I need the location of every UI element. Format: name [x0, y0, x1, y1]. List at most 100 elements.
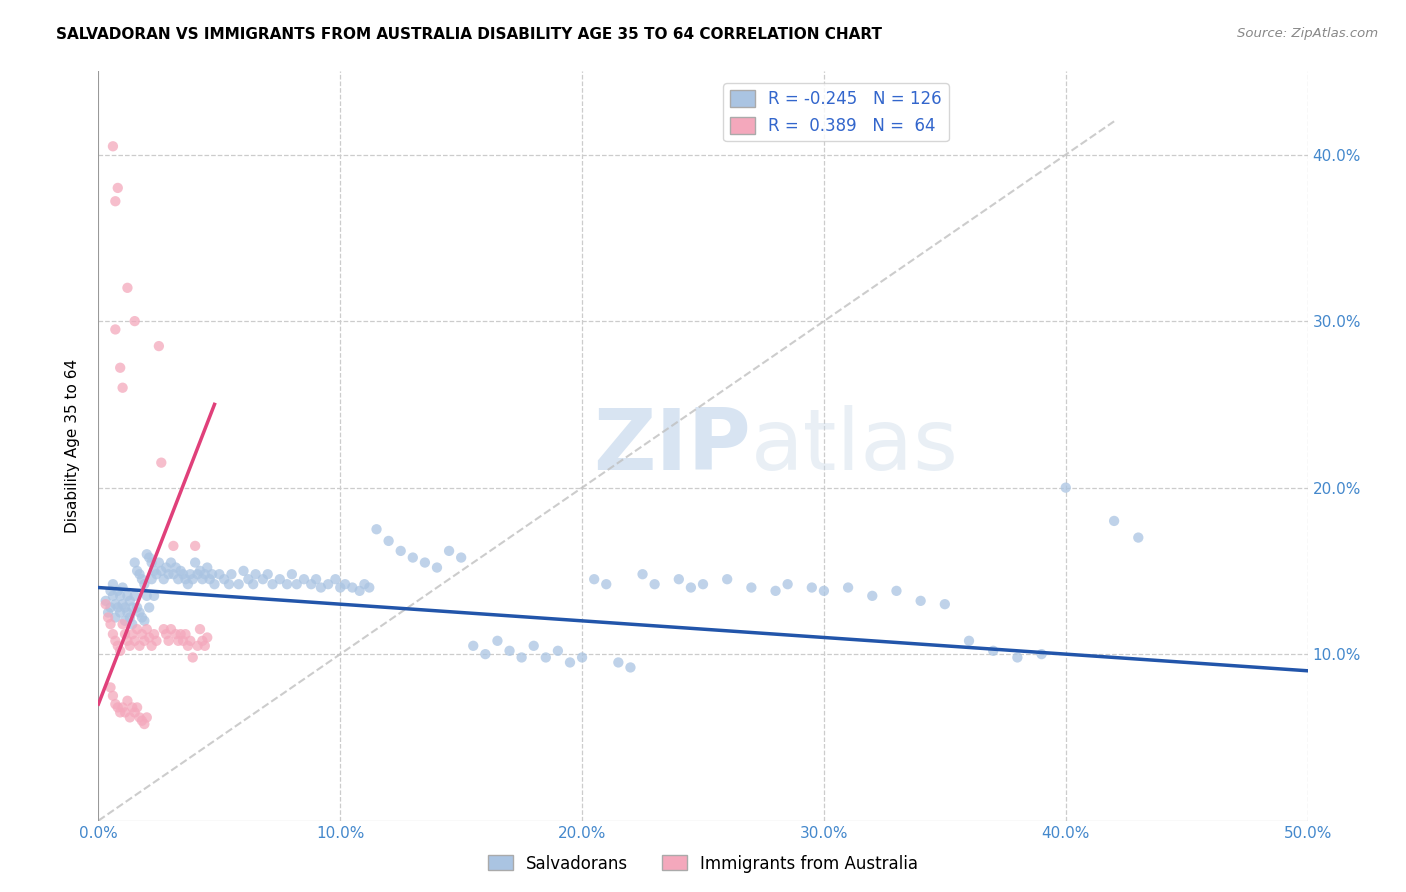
Point [426, 560, 449, 574]
Point [172, 567, 194, 582]
Point [232, 564, 254, 578]
Point [245, 567, 267, 582]
Point [595, 577, 617, 591]
Point [800, 581, 823, 595]
Point [177, 577, 200, 591]
Point [776, 577, 799, 591]
Point [242, 577, 264, 591]
Point [107, 600, 129, 615]
Point [191, 633, 214, 648]
Point [181, 650, 204, 665]
Point [169, 564, 191, 578]
Point [221, 567, 243, 582]
Point [377, 533, 399, 548]
Point [117, 633, 139, 648]
Point [114, 614, 136, 628]
Point [167, 633, 190, 648]
Point [117, 694, 139, 708]
Point [281, 567, 304, 582]
Point [740, 581, 762, 595]
Point [179, 567, 201, 582]
Point [228, 577, 250, 591]
Point [114, 627, 136, 641]
Point [127, 600, 149, 615]
Point [194, 567, 217, 582]
Text: atlas: atlas [751, 404, 959, 488]
Point [118, 639, 141, 653]
Point [198, 572, 221, 586]
Point [837, 581, 859, 595]
Point [131, 610, 153, 624]
Point [309, 581, 332, 595]
Point [121, 627, 143, 641]
Point [152, 572, 174, 586]
Point [299, 577, 322, 591]
Point [957, 633, 980, 648]
Point [111, 700, 134, 714]
Point [981, 644, 1004, 658]
Point [143, 627, 166, 641]
Point [359, 581, 381, 595]
Point [134, 633, 156, 648]
Point [141, 639, 163, 653]
Point [316, 577, 339, 591]
Point [134, 614, 156, 628]
Point [194, 639, 217, 653]
Point [256, 567, 278, 582]
Point [128, 567, 150, 582]
Point [644, 577, 666, 591]
Point [187, 567, 209, 582]
Y-axis label: Disability Age 35 to 64: Disability Age 35 to 64 [65, 359, 80, 533]
Point [107, 583, 129, 598]
Point [174, 572, 197, 586]
Point [148, 556, 170, 570]
Point [107, 700, 129, 714]
Point [100, 583, 122, 598]
Point [716, 572, 738, 586]
Point [100, 617, 122, 632]
Point [252, 572, 274, 586]
Point [195, 560, 218, 574]
Point [366, 522, 388, 536]
Point [437, 544, 460, 558]
Point [152, 622, 174, 636]
Point [450, 550, 472, 565]
Point [160, 556, 183, 570]
Point [188, 622, 211, 636]
Point [121, 700, 143, 714]
Point [131, 572, 153, 586]
Point [558, 656, 581, 670]
Point [104, 610, 127, 624]
Point [104, 194, 127, 209]
Point [276, 577, 298, 591]
Point [668, 572, 690, 586]
Point [157, 633, 180, 648]
Point [118, 610, 141, 624]
Point [135, 710, 157, 724]
Point [169, 627, 191, 641]
Point [162, 567, 184, 582]
Point [141, 556, 163, 570]
Point [94, 597, 117, 611]
Point [195, 631, 218, 645]
Point [349, 583, 371, 598]
Point [181, 572, 204, 586]
Point [510, 650, 533, 665]
Point [114, 706, 136, 720]
Point [135, 622, 157, 636]
Point [101, 577, 124, 591]
Point [179, 633, 201, 648]
Point [117, 589, 139, 603]
Point [765, 583, 787, 598]
Point [463, 639, 485, 653]
Point [104, 697, 127, 711]
Point [121, 600, 143, 615]
Point [101, 627, 124, 641]
Legend: R = -0.245   N = 126, R =  0.389   N =  64: R = -0.245 N = 126, R = 0.389 N = 64 [723, 84, 949, 142]
Point [204, 577, 226, 591]
Point [121, 617, 143, 632]
Point [131, 714, 153, 728]
Point [269, 572, 291, 586]
Point [107, 181, 129, 195]
Point [886, 583, 908, 598]
